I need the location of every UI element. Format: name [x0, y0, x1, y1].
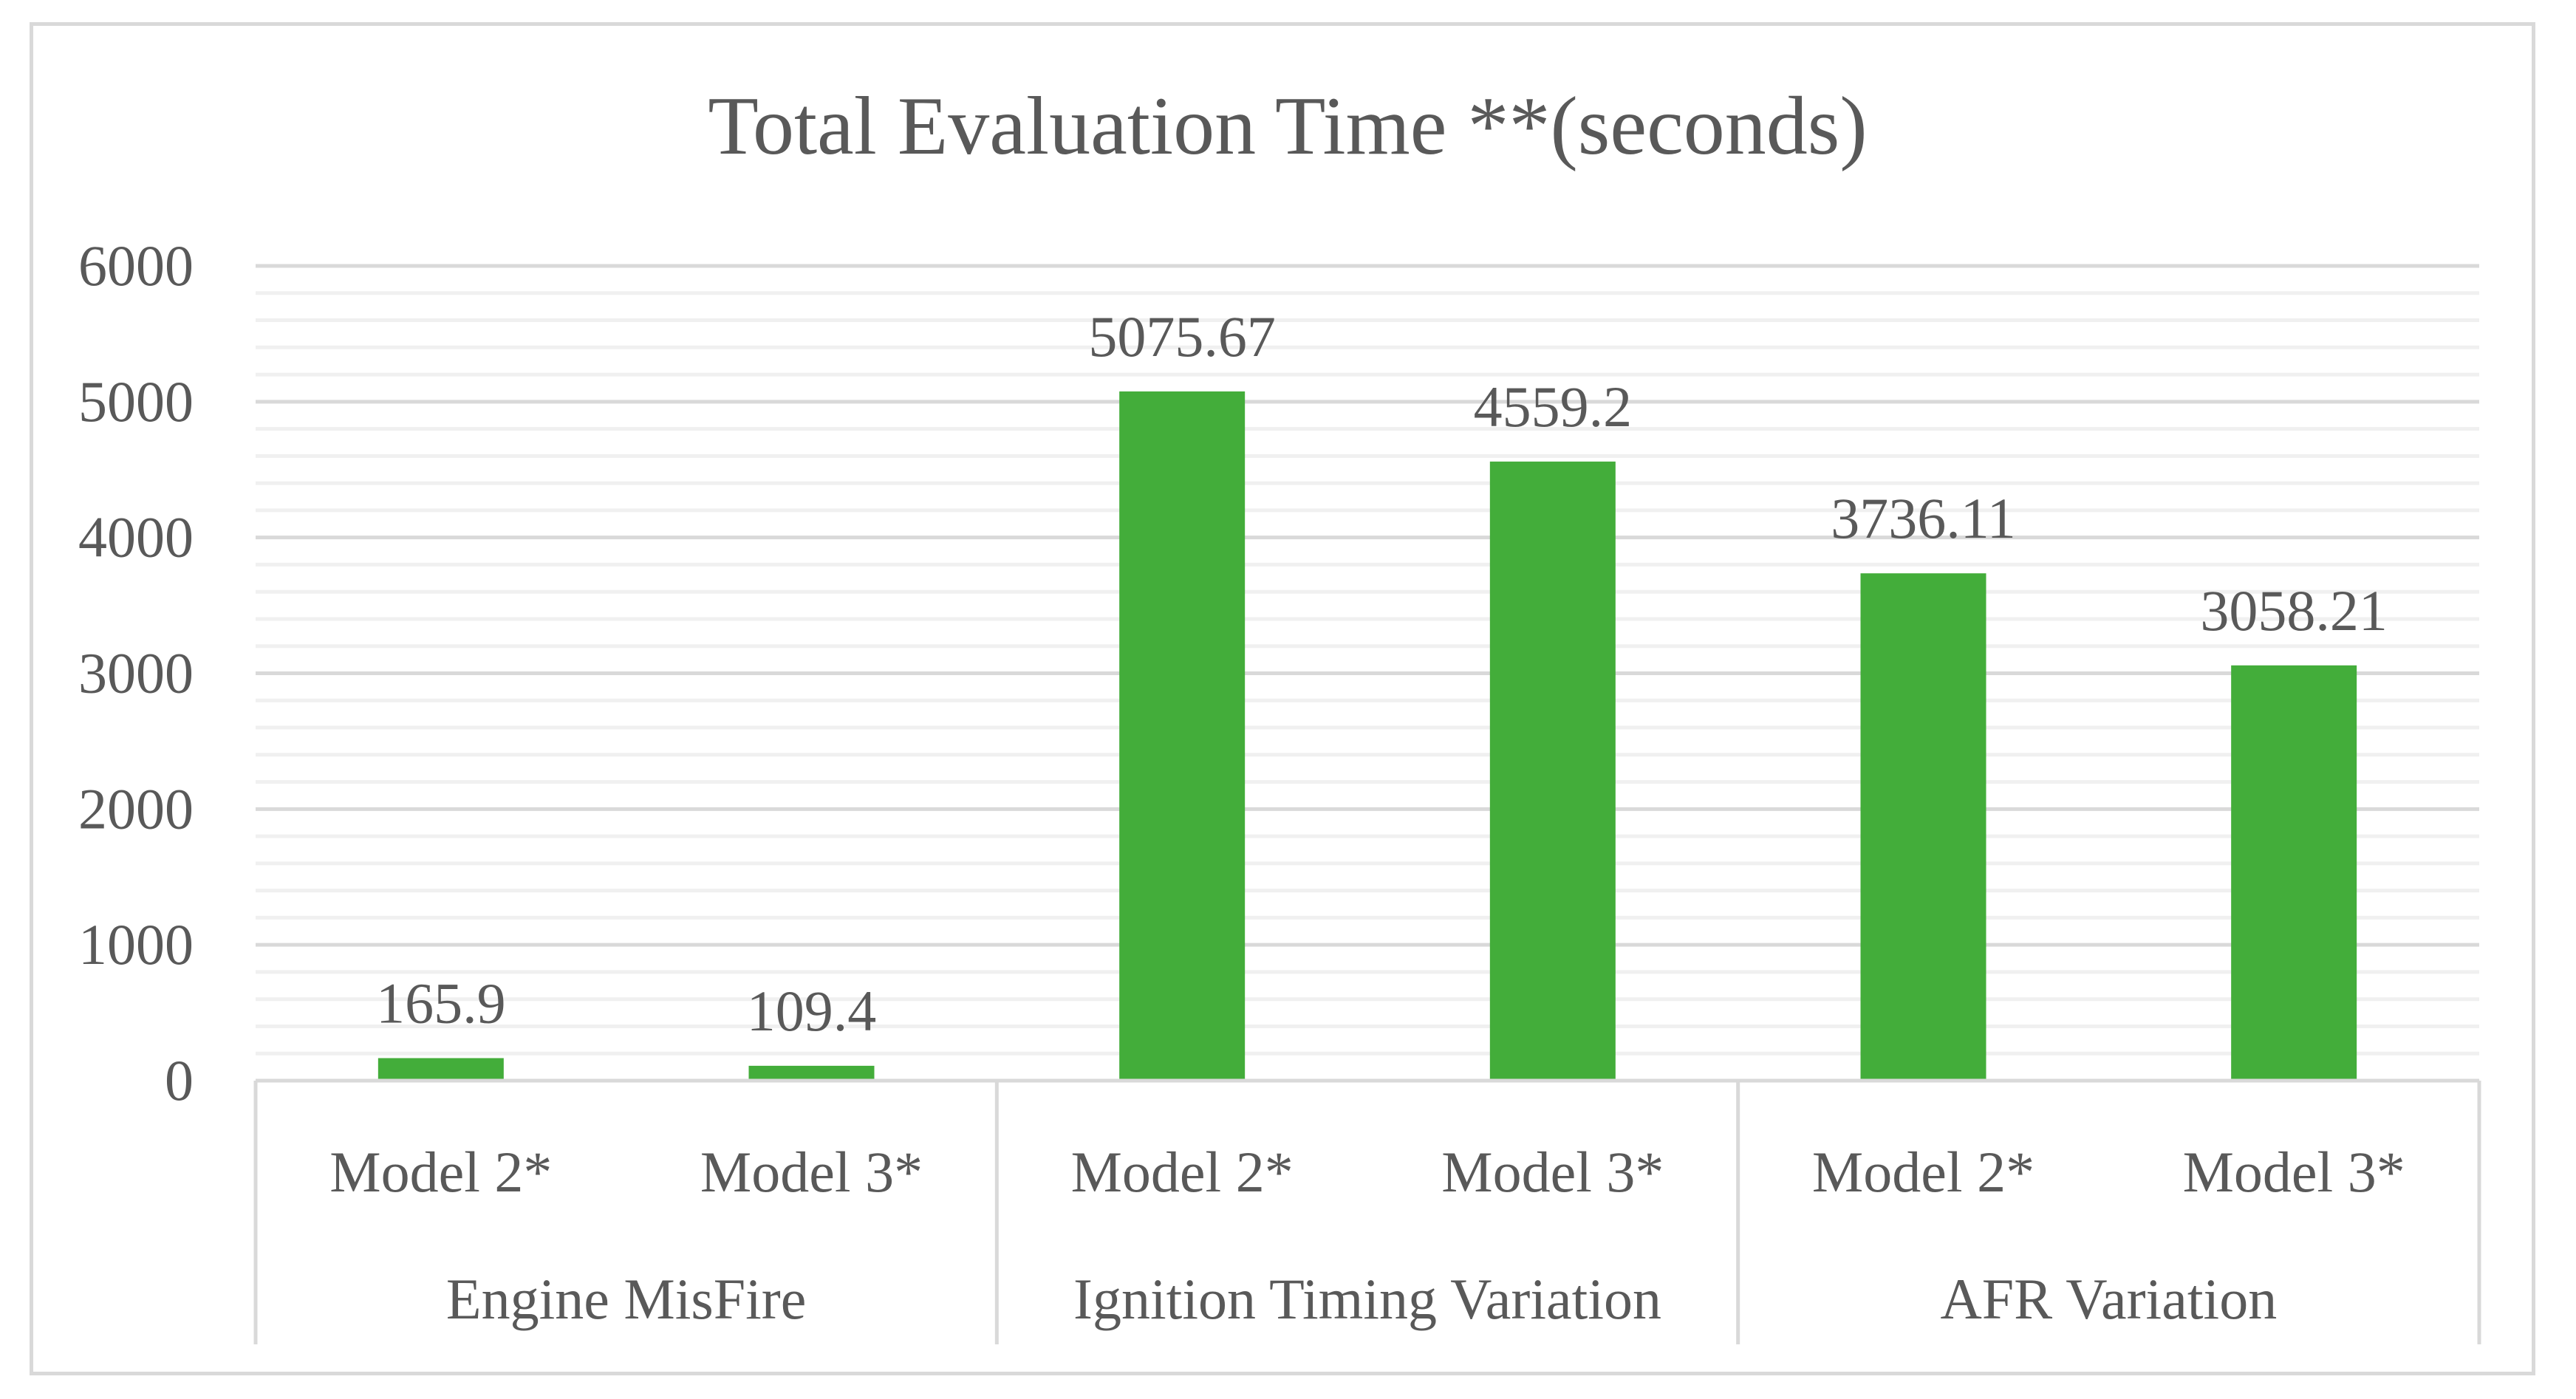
group-label: Ignition Timing Variation	[1073, 1267, 1661, 1331]
bar	[377, 1058, 504, 1081]
bar	[2231, 665, 2357, 1081]
y-tick-label: 1000	[78, 912, 194, 976]
group-label: Engine MisFire	[446, 1267, 806, 1331]
chart-title: Total Evaluation Time **(seconds)	[708, 81, 1867, 172]
data-label: 5075.67	[1088, 304, 1276, 369]
y-tick-label: 0	[165, 1048, 194, 1112]
group-label: AFR Variation	[1940, 1267, 2277, 1331]
bars	[377, 391, 2357, 1081]
bar	[748, 1065, 875, 1081]
data-label: 165.9	[376, 971, 506, 1036]
data-label: 3736.11	[1831, 486, 2016, 550]
x-axis: Model 2* Model 3* Engine MisFire Model 2* Mo…	[253, 1078, 2481, 1344]
x-tick-label: Model 2*	[329, 1140, 552, 1204]
data-labels: 165.9 109.4 5075.67 4559.2 3736.11 3058.21	[376, 304, 2388, 1043]
x-tick-label: Model 2*	[1071, 1140, 1294, 1204]
data-label: 4559.2	[1474, 374, 1633, 439]
data-label: 109.4	[747, 979, 877, 1043]
y-tick-label: 4000	[78, 505, 194, 569]
x-tick-label: Model 3*	[2183, 1140, 2405, 1204]
x-tick-label: Model 3*	[700, 1140, 923, 1204]
x-tick-label: Model 3*	[1441, 1140, 1664, 1204]
gridlines	[256, 264, 2479, 1056]
bar	[1489, 461, 1616, 1081]
y-tick-label: 6000	[78, 233, 194, 298]
y-tick-label: 2000	[78, 776, 194, 841]
data-label: 3058.21	[2200, 578, 2388, 643]
x-tick-label: Model 2*	[1812, 1140, 2035, 1204]
y-tick-label: 3000	[78, 641, 194, 705]
bar	[1860, 573, 1986, 1081]
bar	[1119, 391, 1246, 1081]
y-tick-label: 5000	[78, 369, 194, 434]
y-axis: 0 1000 2000 3000 4000 5000 6000	[78, 233, 194, 1112]
